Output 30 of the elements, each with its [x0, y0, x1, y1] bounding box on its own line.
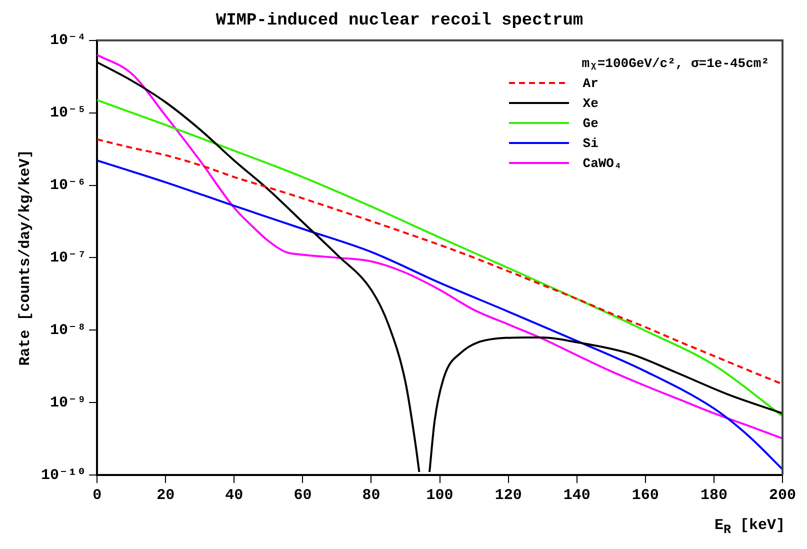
x-tick-label: 160: [632, 486, 659, 504]
line-series: [97, 99, 782, 418]
y-axis-title: Rate [counts/day/kg/keV]: [16, 150, 34, 366]
line-series: [97, 159, 782, 470]
y-tick-label: 10⁻⁵: [50, 104, 86, 122]
y-tick-label: 10⁻¹⁰: [40, 466, 86, 484]
legend-label: Si: [582, 136, 598, 150]
legend-label: Xe: [582, 96, 598, 110]
legend-label: CaWO₄: [582, 156, 622, 170]
x-tick-label: 100: [426, 486, 454, 504]
x-tick-label: 120: [494, 486, 522, 504]
x-tick-label: 20: [156, 486, 175, 504]
x-axis-title: E$_{R}$ [keV]: [714, 517, 785, 537]
y-tick-label: 10⁻⁹: [50, 394, 86, 412]
x-tick-label: 180: [700, 486, 728, 504]
y-tick-label: 10⁻⁸: [50, 322, 86, 339]
x-tick-label: 200: [768, 486, 796, 504]
x-tick-label: 60: [294, 486, 312, 504]
y-tick-label: 10⁻⁶: [50, 177, 86, 194]
legend-label: Ge: [582, 116, 598, 130]
legend-label: Ar: [582, 76, 598, 90]
x-tick-label: 80: [362, 486, 380, 504]
y-tick-label: 10⁻⁷: [50, 249, 86, 266]
chart-title: WIMP-induced nuclear recoil spectrum: [216, 11, 584, 30]
y-tick-label: 10⁻⁴: [50, 32, 86, 50]
x-tick-label: 0: [92, 486, 102, 504]
x-tick-label: 140: [563, 486, 590, 504]
legend-title: mᵪ=100GeV/c², σ=1e-45cm²: [582, 56, 769, 71]
x-tick-label: 40: [225, 486, 244, 504]
line-series: [97, 138, 782, 386]
